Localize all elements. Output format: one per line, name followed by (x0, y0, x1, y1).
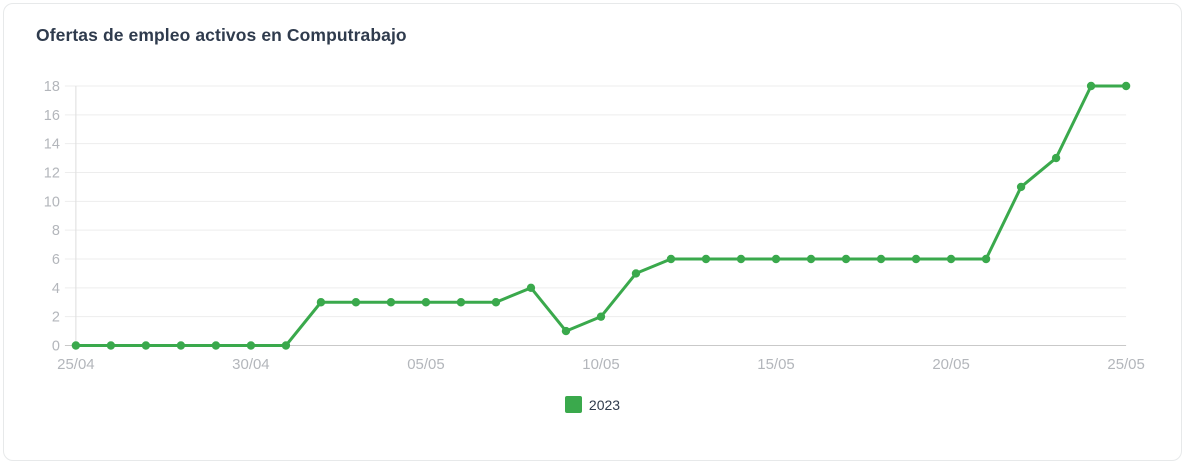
data-point[interactable] (491, 298, 501, 307)
x-tick-label: 20/05 (932, 356, 969, 373)
data-point[interactable] (736, 254, 746, 264)
data-point[interactable] (666, 254, 676, 264)
y-tick-label: 18 (44, 79, 60, 95)
y-tick-label: 8 (52, 223, 60, 239)
y-tick-label: 4 (52, 281, 60, 297)
chart-card: Ofertas de empleo activos en Computrabaj… (3, 3, 1182, 461)
data-point[interactable] (631, 269, 641, 278)
data-point[interactable] (1121, 81, 1131, 91)
chart-legend: 2023 (4, 396, 1181, 413)
chart-area: 0 2 4 6 8 10 12 14 16 18 25/04 30/04 05/05 10/05 15/05… (4, 70, 1181, 384)
line-chart-canvas[interactable]: 0 2 4 6 8 10 12 14 16 18 25/04 30/04 05/05 10/05 15/05… (4, 70, 1181, 384)
y-tick-label: 16 (44, 108, 60, 124)
y-tick-label: 0 (52, 338, 60, 354)
data-point[interactable] (351, 298, 361, 307)
data-point[interactable] (281, 341, 291, 350)
data-point[interactable] (1086, 81, 1096, 91)
data-point[interactable] (911, 254, 921, 264)
data-point[interactable] (701, 254, 711, 264)
data-point[interactable] (806, 254, 816, 264)
data-point[interactable] (876, 254, 886, 264)
y-tick-label: 2 (52, 310, 60, 326)
y-tick-label: 10 (44, 194, 60, 210)
y-tick-label: 6 (52, 252, 60, 268)
data-point[interactable] (981, 254, 991, 264)
data-point[interactable] (526, 283, 536, 293)
data-line-2023 (74, 84, 1128, 347)
data-point[interactable] (246, 341, 256, 350)
data-point[interactable] (596, 312, 606, 321)
data-point[interactable] (1051, 153, 1061, 163)
x-tick-label: 15/05 (757, 356, 794, 373)
data-point[interactable] (421, 298, 431, 307)
y-tick-label: 12 (44, 165, 60, 181)
x-tick-label: 10/05 (582, 356, 619, 373)
data-point[interactable] (456, 298, 466, 307)
legend-swatch-icon (564, 396, 582, 413)
y-tick-label: 14 (44, 137, 60, 153)
data-point[interactable] (71, 341, 81, 350)
x-tick-label: 30/04 (232, 356, 269, 373)
legend-label: 2023 (588, 396, 621, 413)
chart-title: Ofertas de empleo activos en Computrabaj… (36, 25, 407, 45)
x-tick-label: 05/05 (407, 356, 444, 373)
data-point[interactable] (386, 298, 396, 307)
data-point[interactable] (106, 341, 116, 350)
x-tick-label: 25/05 (1107, 356, 1144, 373)
data-point[interactable] (211, 341, 221, 350)
data-point[interactable] (561, 326, 571, 336)
data-point[interactable] (841, 254, 851, 264)
data-point[interactable] (946, 254, 956, 264)
data-point[interactable] (316, 298, 326, 307)
data-point[interactable] (176, 341, 186, 350)
x-tick-label: 25/04 (57, 356, 94, 373)
data-point[interactable] (141, 341, 151, 350)
legend-item-2023[interactable]: 2023 (564, 396, 621, 413)
data-point[interactable] (1016, 182, 1026, 192)
data-point[interactable] (771, 254, 781, 264)
